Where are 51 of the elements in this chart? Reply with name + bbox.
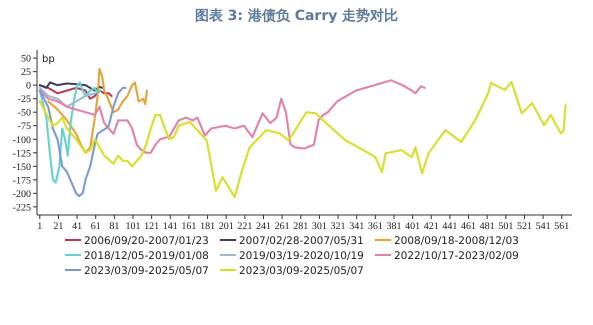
legend-label: 2006/09/20-2007/01/23 — [84, 235, 209, 247]
legend-label: 2022/10/17-2023/02/09 — [394, 250, 519, 262]
x-tick-label: 181 — [200, 221, 216, 232]
x-tick-label: 261 — [274, 221, 290, 232]
legend-label: 2018/12/05-2019/01/08 — [84, 250, 209, 262]
x-tick-label: 221 — [237, 221, 252, 232]
y-tick-label: -50 — [18, 108, 31, 119]
x-tick-label: 541 — [536, 221, 551, 232]
x-tick-label: 121 — [144, 221, 160, 232]
x-tick-label: 201 — [218, 221, 234, 232]
y-tick-label: -175 — [12, 175, 31, 186]
x-tick-label: 481 — [480, 221, 495, 232]
x-tick-label: 281 — [293, 221, 308, 232]
legend-label: 2023/03/09-2025/05/07 — [239, 265, 364, 277]
y-tick-label: 25 — [21, 67, 31, 78]
x-tick-label: 101 — [126, 221, 140, 232]
x-tick-label: 401 — [405, 221, 420, 232]
y-tick-label: -75 — [18, 121, 31, 132]
x-tick-label: 81 — [109, 221, 120, 232]
x-tick-label: 241 — [256, 221, 271, 232]
y-tick-label: -150 — [12, 162, 31, 173]
x-tick-label: 561 — [554, 221, 570, 232]
x-tick-label: 361 — [368, 221, 383, 232]
x-tick-label: 321 — [330, 221, 346, 232]
x-tick-label: 421 — [424, 221, 439, 232]
x-tick-label: 461 — [461, 221, 476, 232]
x-tick-label: 41 — [72, 221, 82, 232]
chart-title: 图表 3: 港债负 Carry 走势对比 — [194, 8, 398, 24]
y-tick-label: -100 — [12, 134, 31, 146]
x-tick-label: 141 — [162, 221, 178, 232]
y-tick-label: 0 — [26, 80, 31, 92]
y-tick-label: 50 — [21, 54, 31, 65]
x-tick-label: 1 — [37, 221, 42, 232]
y-tick-label: -125 — [12, 148, 31, 160]
x-tick-label: 301 — [312, 221, 327, 232]
x-tick-label: 161 — [181, 221, 196, 232]
x-tick-label: 61 — [90, 221, 101, 232]
x-tick-label: 341 — [349, 221, 364, 232]
legend-label: 2007/02/28-2007/05/31 — [239, 235, 364, 247]
x-tick-label: 21 — [53, 221, 64, 232]
y-tick-label: -25 — [18, 94, 31, 106]
y-tick-label: -200 — [12, 188, 31, 200]
legend-label: 2023/03/09-2025/05/07 — [84, 265, 209, 277]
x-tick-label: 521 — [516, 221, 532, 232]
x-tick-label: 381 — [386, 221, 402, 232]
y-tick-label: -225 — [12, 202, 31, 214]
legend-label: 2008/09/18-2008/12/03 — [394, 235, 519, 247]
x-tick-label: 441 — [442, 221, 458, 232]
legend-label: 2019/03/19-2020/10/19 — [239, 250, 364, 262]
x-tick-label: 501 — [498, 221, 514, 232]
y-axis-title: bp — [42, 54, 55, 65]
